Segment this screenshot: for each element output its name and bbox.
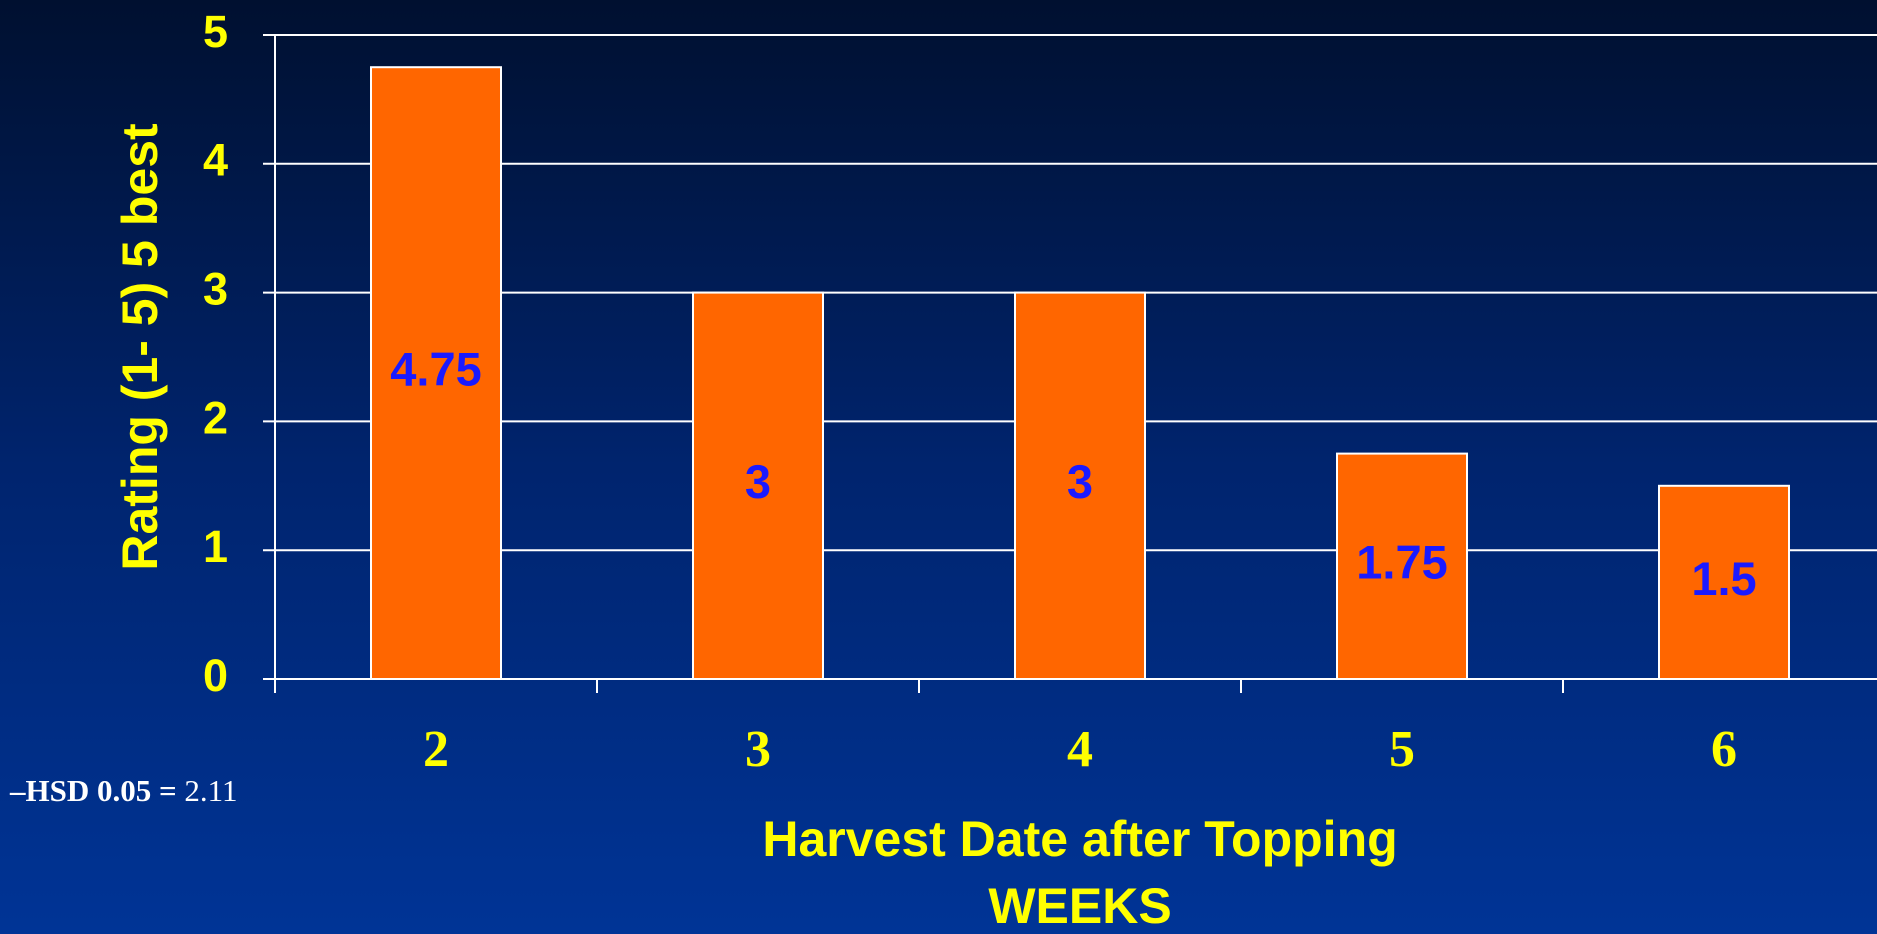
- annotation-value: 2.11: [184, 773, 237, 808]
- x-tick-label: 6: [1711, 721, 1737, 778]
- x-tick-label: 4: [1067, 721, 1093, 778]
- x-axis-label: WEEKS: [988, 878, 1171, 934]
- y-tick-label: 4: [203, 135, 228, 186]
- x-tick-label: 5: [1389, 721, 1415, 778]
- x-axis-label: Harvest Date after Topping: [762, 811, 1397, 867]
- value-label: 1.5: [1691, 552, 1756, 605]
- value-label: 1.75: [1356, 536, 1447, 589]
- y-tick-label: 2: [203, 392, 228, 443]
- y-tick-label: 1: [203, 521, 228, 572]
- y-axis-label: Rating (1- 5) 5 best: [112, 123, 168, 571]
- value-label: 4.75: [390, 343, 481, 396]
- y-tick-label: 5: [203, 6, 228, 57]
- annotation-label: –HSD 0.05 =: [9, 773, 177, 808]
- bar: [692, 291, 824, 680]
- bar: [1336, 452, 1468, 680]
- y-tick-label: 0: [203, 650, 228, 701]
- bar: [1658, 484, 1790, 680]
- value-label: 3: [745, 455, 771, 508]
- value-label: 3: [1067, 455, 1093, 508]
- annotation: –HSD 0.05 = 2.11: [9, 773, 238, 808]
- y-tick-label: 3: [203, 263, 228, 314]
- bar: [370, 66, 502, 680]
- x-tick-label: 2: [423, 721, 449, 778]
- x-tick-label: 3: [745, 721, 771, 778]
- bar: [1014, 291, 1146, 680]
